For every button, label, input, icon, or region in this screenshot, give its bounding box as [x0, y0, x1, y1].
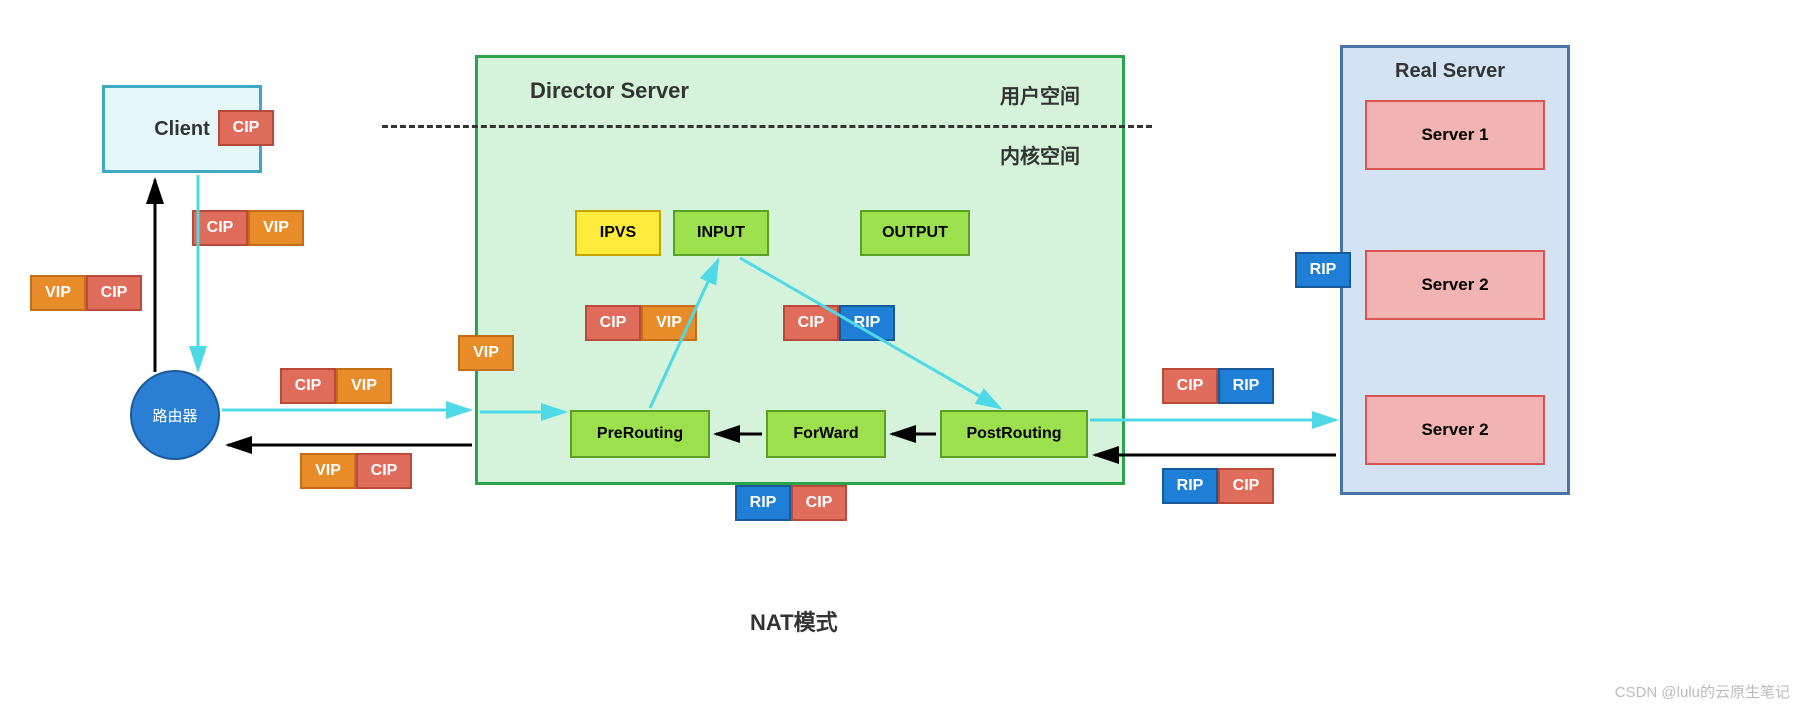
- tag-down-vip: VIP: [248, 210, 304, 246]
- tag-post-rip: RIP: [839, 305, 895, 341]
- server-1: Server 1: [1365, 100, 1545, 170]
- user-space-label: 用户空间: [1000, 80, 1080, 109]
- output-node: OUTPUT: [860, 210, 970, 256]
- tag-fwd-rip: RIP: [735, 485, 791, 521]
- server-2: Server 2: [1365, 250, 1545, 320]
- input-node: INPUT: [673, 210, 769, 256]
- tag-d2r-vip: VIP: [300, 453, 356, 489]
- tag-s2d-rip: RIP: [1162, 468, 1218, 504]
- tag-director-vip: VIP: [458, 335, 514, 371]
- director-title: Director Server: [530, 78, 689, 104]
- tag-s2d-cip: CIP: [1218, 468, 1274, 504]
- tag-r2d-cip: CIP: [280, 368, 336, 404]
- tag-r2d-vip: VIP: [336, 368, 392, 404]
- diagram-title: NAT模式: [750, 605, 838, 637]
- tag-client-cip: CIP: [218, 110, 274, 146]
- router-label: 路由器: [152, 405, 197, 426]
- tag-d2s-cip: CIP: [1162, 368, 1218, 404]
- tag-left-cip: CIP: [86, 275, 142, 311]
- server-3: Server 2: [1365, 395, 1545, 465]
- tag-d2r-cip: CIP: [356, 453, 412, 489]
- forward-node: ForWard: [766, 410, 886, 458]
- tag-d2s-rip: RIP: [1218, 368, 1274, 404]
- router-node: 路由器: [130, 370, 220, 460]
- tag-realserver-rip: RIP: [1295, 252, 1351, 288]
- ipvs-node: IPVS: [575, 210, 661, 256]
- tag-pre-vip: VIP: [641, 305, 697, 341]
- postrouting-node: PostRouting: [940, 410, 1088, 458]
- watermark: CSDN @lulu的云原生笔记: [1615, 681, 1790, 702]
- director-divider: [382, 125, 1152, 128]
- kernel-space-label: 内核空间: [1000, 140, 1080, 169]
- tag-post-cip: CIP: [783, 305, 839, 341]
- tag-pre-cip: CIP: [585, 305, 641, 341]
- tag-down-cip: CIP: [192, 210, 248, 246]
- tag-left-vip: VIP: [30, 275, 86, 311]
- prerouting-node: PreRouting: [570, 410, 710, 458]
- client-label: Client: [154, 118, 210, 141]
- tag-fwd-cip: CIP: [791, 485, 847, 521]
- realserver-title: Real Server: [1395, 60, 1505, 83]
